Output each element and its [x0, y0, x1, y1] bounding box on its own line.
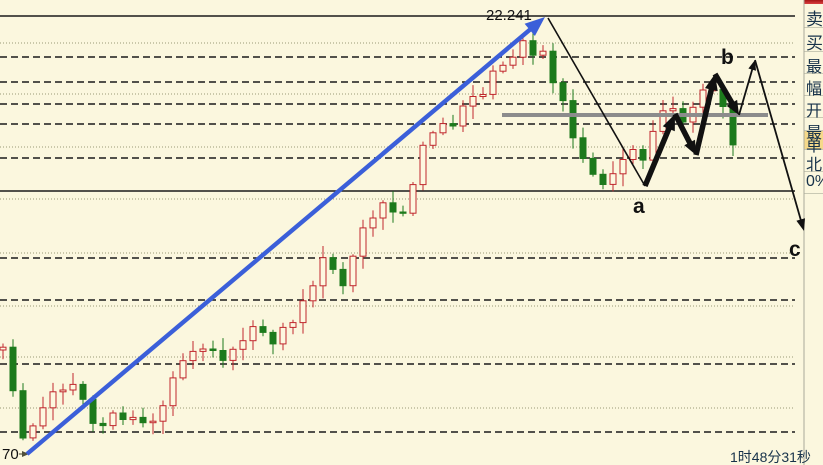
svg-text:1时48分31秒: 1时48分31秒: [730, 449, 811, 465]
svg-text:70: 70: [2, 446, 19, 463]
svg-text:22.241: 22.241: [486, 7, 532, 24]
svg-text:b: b: [721, 46, 734, 69]
svg-text:c: c: [789, 238, 801, 261]
svg-text:a: a: [633, 195, 645, 218]
